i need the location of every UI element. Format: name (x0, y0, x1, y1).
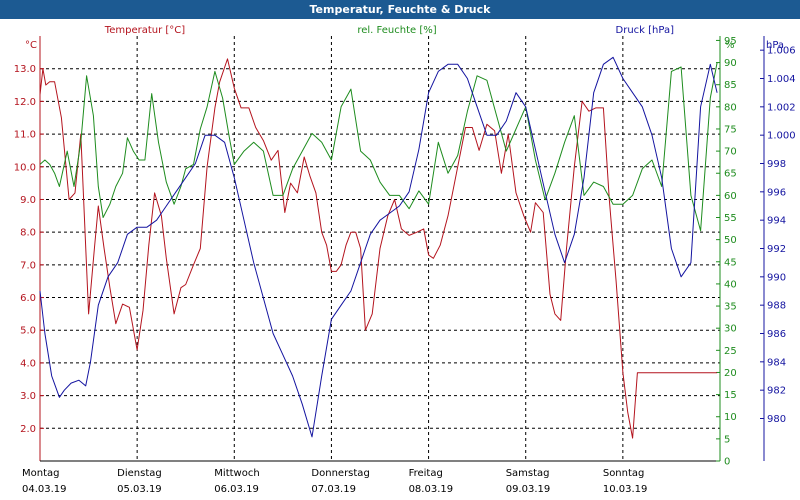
pressure-tick-label: 992 (767, 244, 786, 255)
humidity-tick-label: 75 (724, 124, 737, 135)
humidity-tick-label: 85 (724, 80, 737, 91)
grid (40, 36, 720, 461)
humidity-tick-label: 0 (724, 457, 730, 468)
x-tick-day: Montag (22, 468, 59, 479)
humidity-tick-label: 70 (724, 147, 737, 158)
temperature-tick-label: 7.0 (20, 260, 36, 271)
humidity-tick-label: 55 (724, 213, 737, 224)
temperature-tick-label: 9.0 (20, 195, 36, 206)
x-tick-labels: Montag 04.03.19 Dienstag 05.03.19 Mittwoch 06… (22, 468, 647, 495)
temperature-tick-label: 4.0 (20, 358, 36, 369)
humidity-tick-label: 65 (724, 169, 737, 180)
x-tick-date: 09.03.19 (506, 484, 551, 495)
temperature-tick-label: 10.0 (14, 162, 36, 173)
pressure-tick-label: 1.004 (767, 74, 796, 85)
humidity-tick-label: 50 (724, 235, 737, 246)
pressure-tick-label: 996 (767, 187, 786, 198)
humidity-tick-label: 35 (724, 302, 737, 313)
humidity-tick-label: 10 (724, 412, 737, 423)
temperature-tick-label: 8.0 (20, 228, 36, 239)
pressure-series-line (39, 56, 718, 438)
x-tick-day: Mittwoch (214, 468, 259, 479)
legend-pressure: Druck [hPa] (616, 25, 675, 36)
window-title: Temperatur, Feuchte & Druck (0, 0, 800, 19)
x-tick-date: 10.03.19 (603, 484, 648, 495)
temperature-tick-label: 12.0 (14, 97, 36, 108)
humidity-tick-label: 40 (724, 279, 737, 290)
humidity-tick-label: 25 (724, 346, 737, 357)
x-tick-date: 07.03.19 (311, 484, 356, 495)
x-tick-day: Samstag (506, 468, 550, 479)
x-tick-day: Freitag (409, 468, 443, 479)
pressure-tick-label: 1.002 (767, 102, 796, 113)
temperature-tick-label: 13.0 (14, 64, 36, 75)
humidity-tick-label: 20 (724, 368, 737, 379)
temperature-series-line (39, 58, 718, 439)
x-tick-day: Dienstag (117, 468, 162, 479)
x-tick-date: 05.03.19 (117, 484, 162, 495)
humidity-unit-label: % (725, 40, 735, 51)
temperature-tick-label: 6.0 (20, 293, 36, 304)
humidity-tick-label: 60 (724, 191, 737, 202)
humidity-series-line (39, 62, 718, 232)
pressure-tick-label: 988 (767, 301, 786, 312)
humidity-tick-label: 15 (724, 390, 737, 401)
temperature-tick-label: 5.0 (20, 326, 36, 337)
legend-humidity: rel. Feuchte [%] (357, 25, 436, 36)
x-tick-day: Donnerstag (311, 468, 369, 479)
pressure-unit-label: hPa (766, 40, 784, 51)
humidity-tick-label: 45 (724, 257, 737, 268)
x-tick-date: 06.03.19 (214, 484, 259, 495)
humidity-tick-label: 30 (724, 324, 737, 335)
pressure-tick-label: 982 (767, 386, 786, 397)
x-tick-date: 04.03.19 (22, 484, 67, 495)
pressure-tick-label: 1.000 (767, 131, 796, 142)
temperature-tick-label: 2.0 (20, 424, 36, 435)
humidity-tick-label: 95 (724, 36, 737, 47)
legend-temperature: Temperatur [°C] (104, 25, 185, 36)
humidity-tick-label: 80 (724, 102, 737, 113)
humidity-tick-label: 90 (724, 58, 737, 69)
pressure-tick-label: 986 (767, 329, 786, 340)
pressure-tick-label: 984 (767, 357, 786, 368)
x-tick-day: Sonntag (603, 468, 645, 479)
temperature-tick-label: 11.0 (14, 130, 36, 141)
temperature-unit-label: °C (25, 40, 37, 51)
humidity-tick-label: 5 (724, 434, 730, 445)
pressure-tick-label: 998 (767, 159, 786, 170)
axis-ticks: 0 5 10 15 20 25 30 35 40 45 50 55 60 65 70 75 80 85 90 95 2.… (14, 36, 796, 468)
pressure-tick-label: 1.006 (767, 46, 796, 57)
x-tick-date: 08.03.19 (409, 484, 454, 495)
series-lines (39, 56, 718, 439)
pressure-tick-label: 994 (767, 216, 786, 227)
temperature-tick-label: 3.0 (20, 391, 36, 402)
pressure-tick-label: 980 (767, 414, 786, 425)
pressure-tick-label: 990 (767, 272, 786, 283)
